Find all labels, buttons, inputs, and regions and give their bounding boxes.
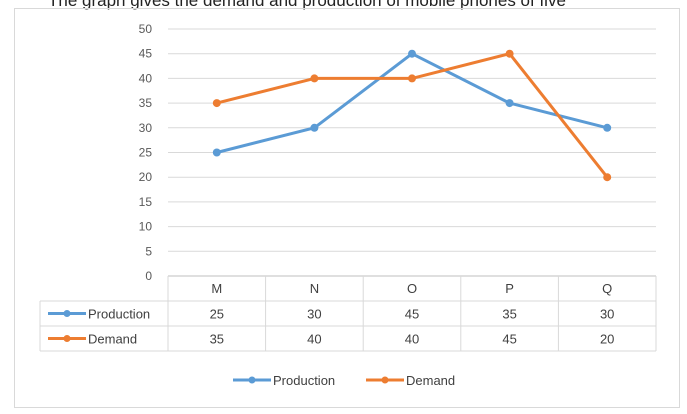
x-category-label: O: [407, 281, 417, 296]
caption-text: The graph gives the demand and productio…: [48, 0, 566, 10]
y-tick-label: 50: [139, 22, 153, 36]
y-axis-ticks: 0 5 10 15 20 25 30 35 40 45 50: [139, 22, 153, 283]
table-series-name: Demand: [88, 332, 137, 347]
y-tick-label: 10: [139, 220, 153, 234]
table-cell-value: 20: [600, 332, 614, 347]
data-point-demand: [310, 74, 319, 83]
y-tick-label: 30: [139, 121, 153, 135]
table-cell-value: 35: [210, 332, 224, 347]
series-line-demand: [216, 52, 609, 179]
data-point-demand: [408, 74, 416, 83]
table-cell-value: 30: [307, 307, 321, 322]
table-cell-value: 25: [210, 307, 224, 322]
table-cell-value: 45: [405, 307, 419, 322]
legend-label: Production: [273, 373, 335, 388]
table-legend-key-marker: [63, 310, 71, 317]
chart-frame: [14, 8, 680, 408]
table-cell-value: 40: [307, 332, 321, 347]
data-point-production: [603, 123, 612, 132]
x-category-label: N: [310, 281, 319, 296]
y-tick-label: 45: [139, 47, 153, 61]
y-tick-label: 25: [139, 146, 153, 160]
table-cell-value: 45: [502, 332, 516, 347]
data-point-demand: [505, 49, 514, 58]
y-tick-label: 15: [139, 195, 153, 209]
data-point-production: [310, 123, 319, 132]
table-cell-value: 35: [502, 307, 516, 322]
y-tick-label: 5: [145, 244, 152, 258]
series-lines: [212, 49, 612, 182]
data-point-demand: [603, 173, 612, 182]
legend-label: Demand: [406, 373, 455, 388]
gridlines: [168, 28, 656, 252]
data-point-production: [505, 99, 514, 108]
data-table: M N O P Q Production 25 30 45 35 30 Demand 35 40 40 45 2…: [39, 275, 657, 352]
table-legend-key-marker: [63, 335, 71, 342]
y-tick-label: 35: [139, 96, 153, 110]
data-point-demand: [212, 99, 221, 108]
table-series-name: Production: [88, 307, 150, 322]
y-tick-label: 20: [139, 170, 153, 184]
data-point-production: [408, 49, 416, 58]
legend-key-marker: [248, 376, 256, 384]
y-tick-label: 40: [139, 71, 153, 85]
legend: Production Demand: [233, 373, 455, 388]
legend-key-marker: [381, 376, 389, 384]
x-category-label: Q: [602, 281, 612, 296]
table-cell-value: 30: [600, 307, 614, 322]
data-point-production: [212, 148, 221, 157]
y-tick-label: 0: [145, 269, 152, 283]
x-category-label: M: [211, 281, 222, 296]
table-cell-value: 40: [405, 332, 419, 347]
x-category-label: P: [505, 281, 514, 296]
